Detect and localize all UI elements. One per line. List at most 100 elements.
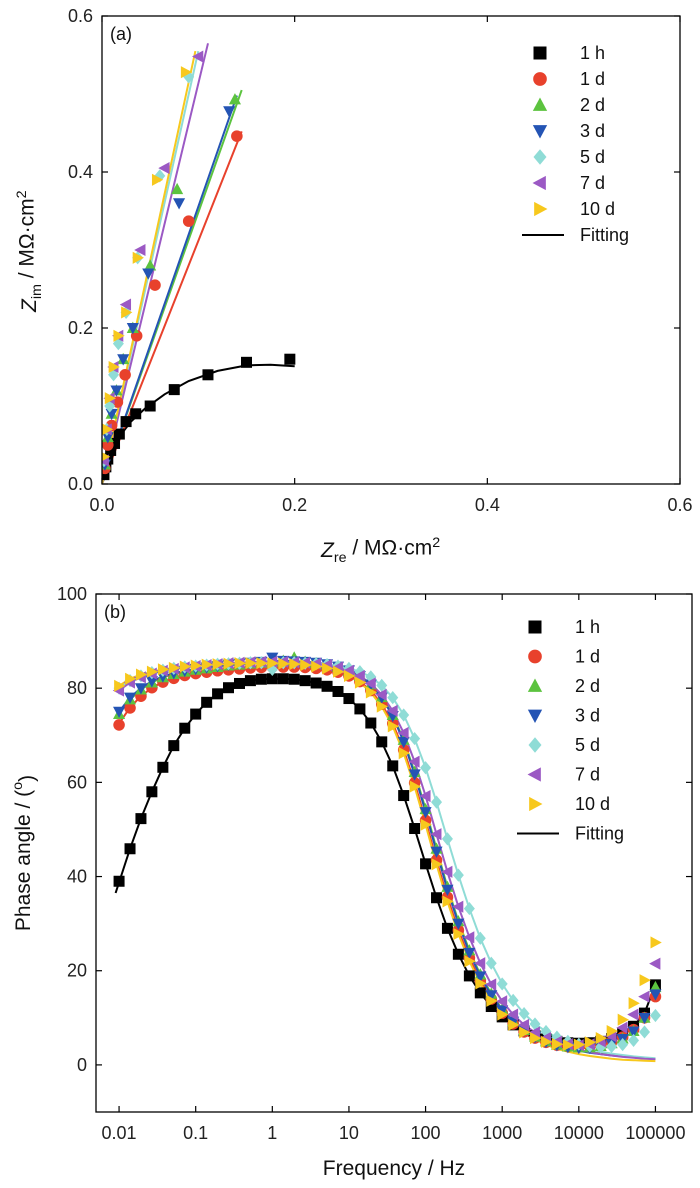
legend: 1 h 1 d 2 d 3 d 5 d 7 d 10 d Fitting	[517, 617, 624, 844]
data-point	[130, 408, 142, 420]
data-point	[179, 722, 191, 734]
data-point	[627, 1026, 640, 1038]
y-tick-label: 0.0	[68, 474, 93, 494]
data-point	[267, 657, 279, 670]
data-point	[190, 708, 202, 720]
legend-label: 1 d	[575, 647, 600, 667]
data-point	[311, 660, 323, 673]
data-point	[135, 668, 148, 681]
x-tick-label: 1	[267, 1123, 277, 1143]
data-point	[157, 663, 170, 676]
data-point	[409, 823, 421, 835]
legend-marker	[528, 649, 542, 664]
data-point	[134, 243, 146, 257]
data-point	[222, 682, 234, 694]
data-point	[104, 392, 117, 405]
data-point	[112, 337, 124, 351]
data-point	[473, 957, 486, 970]
legend-label: 1 h	[580, 43, 605, 63]
data-point	[102, 452, 111, 462]
data-point	[168, 661, 181, 674]
data-point	[102, 469, 110, 481]
data-point	[442, 895, 454, 908]
data-point	[223, 657, 235, 670]
data-point	[134, 683, 147, 695]
data-point	[284, 353, 296, 365]
data-point	[398, 790, 410, 802]
data-points	[112, 651, 662, 1055]
data-point	[409, 780, 421, 793]
legend-marker	[532, 97, 548, 111]
data-point	[256, 657, 268, 670]
y-axis-label: Phase angle / (o)	[10, 775, 39, 931]
data-point	[266, 673, 278, 685]
data-point	[649, 1008, 661, 1023]
data-point	[420, 761, 432, 775]
data-point	[102, 432, 114, 444]
data-point	[485, 956, 497, 970]
panel-label: (b)	[104, 602, 126, 622]
legend-marker	[527, 709, 543, 723]
data-point	[617, 1038, 629, 1052]
legend-marker	[528, 620, 542, 634]
data-point	[551, 1030, 563, 1044]
data-point	[386, 704, 398, 717]
data-point	[475, 977, 487, 990]
data-point	[277, 673, 289, 685]
panel-label: (a)	[110, 24, 132, 44]
y-tick-label: 0.4	[68, 162, 93, 182]
legend-marker	[529, 796, 543, 812]
data-point	[584, 1036, 597, 1049]
data-point	[365, 686, 378, 699]
data-point	[606, 1024, 618, 1038]
legend-marker	[533, 149, 547, 165]
data-point	[123, 692, 137, 704]
data-point	[114, 679, 126, 692]
data-point	[528, 1026, 540, 1039]
fit-line	[114, 677, 657, 1045]
data-point	[409, 731, 421, 746]
data-point	[452, 918, 465, 930]
legend-marker	[527, 767, 541, 782]
data-point	[485, 1001, 497, 1013]
data-point	[397, 736, 410, 749]
data-point	[463, 970, 475, 982]
data-point	[518, 1006, 530, 1021]
data-point	[529, 1017, 541, 1031]
legend-label: 5 d	[580, 147, 605, 167]
legend-label: 10 d	[575, 794, 610, 814]
data-point	[168, 384, 180, 396]
data-point	[300, 659, 312, 672]
data-point	[551, 1038, 564, 1051]
data-point	[119, 298, 132, 311]
data-point	[364, 677, 376, 690]
data-point	[105, 444, 117, 456]
data-point	[321, 680, 333, 692]
data-point	[241, 356, 252, 368]
data-point	[343, 693, 355, 705]
data-point	[463, 931, 475, 944]
data-point	[212, 658, 224, 671]
data-point	[223, 106, 236, 118]
legend-label: Fitting	[580, 225, 629, 245]
y-tick-label: 80	[67, 678, 87, 698]
data-point	[452, 948, 464, 960]
data-point	[333, 665, 345, 678]
legend-label: 1 d	[580, 69, 605, 89]
data-point	[124, 843, 136, 855]
data-point	[484, 978, 497, 991]
data-point	[496, 977, 508, 991]
data-point	[464, 955, 476, 968]
data-point	[124, 702, 136, 714]
data-point	[354, 703, 366, 715]
data-point	[387, 691, 399, 705]
data-point	[113, 875, 125, 887]
data-point	[398, 708, 410, 722]
data-point	[649, 957, 661, 970]
x-tick-label: 0.01	[102, 1123, 137, 1143]
data-point	[289, 658, 301, 671]
data-point	[171, 182, 184, 195]
y-tick-label: 0.6	[68, 6, 93, 26]
fit-line	[102, 43, 209, 484]
data-point	[387, 760, 399, 772]
